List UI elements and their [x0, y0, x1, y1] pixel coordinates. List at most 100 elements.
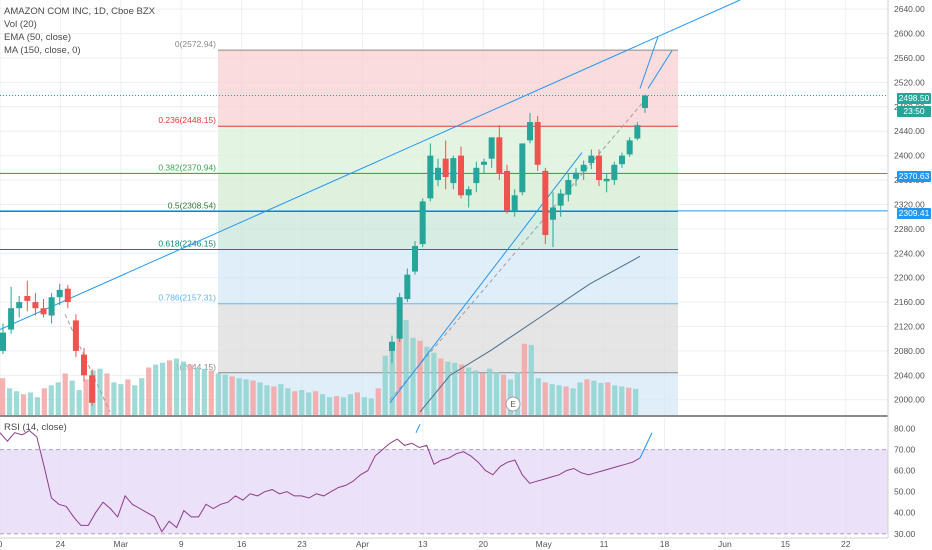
fib-zone: [218, 249, 678, 304]
candle-body: [550, 207, 556, 220]
candle-body: [488, 137, 495, 159]
candle-body: [427, 155, 434, 199]
candle-body: [542, 170, 549, 235]
price-axis-tick: 2160.00: [894, 297, 925, 307]
time-axis-tick: 0: [0, 539, 3, 549]
level-tag-a: 2370.63: [897, 171, 931, 182]
time-axis-tick: Mar: [113, 539, 128, 549]
time-axis-tick: 15: [781, 539, 791, 549]
price-axis-tick: 2320.00: [894, 199, 925, 209]
volume-bar: [83, 379, 89, 415]
earnings-marker: [505, 396, 521, 412]
volume-bar: [326, 397, 333, 415]
channel-trendline: [389, 152, 583, 404]
time-axis-tick: 9: [179, 539, 184, 549]
candle-body: [465, 189, 472, 196]
volume-bar: [375, 388, 381, 415]
countdown-tag: 23:50: [897, 106, 931, 117]
ema-line: [419, 255, 641, 413]
volume-bar: [187, 364, 194, 415]
rsi-axis-tick: 60.00: [894, 466, 916, 476]
volume-bar: [27, 392, 34, 415]
legend-ema[interactable]: EMA (50, close): [4, 32, 72, 43]
volume-bar: [577, 382, 583, 415]
time-axis-tick: 22: [841, 539, 851, 549]
legend-ma[interactable]: MA (150, close, 0): [4, 45, 81, 56]
volume-bar: [55, 382, 61, 415]
volume-bar: [173, 358, 180, 415]
time-axis-tick: 23: [297, 539, 307, 549]
price-axis-tick: 2240.00: [894, 248, 925, 258]
volume-bar: [619, 386, 625, 415]
volume-bar: [166, 360, 173, 415]
fib-label: 0.5(2308.54): [168, 200, 216, 210]
candle-body: [511, 195, 518, 211]
rsi-axis-tick: 50.00: [894, 487, 916, 497]
volume-bar: [160, 362, 166, 415]
volume-bar: [626, 387, 632, 415]
candle-body: [64, 288, 71, 303]
volume-bar: [243, 379, 249, 415]
candle-body: [442, 158, 449, 177]
volume-bar: [556, 385, 562, 415]
candle-body: [603, 178, 610, 182]
volume-bar: [452, 362, 458, 415]
volume-bar: [6, 388, 13, 415]
time-axis-tick: 11: [600, 539, 609, 549]
candle-body: [450, 158, 457, 184]
dashed-trendline: [389, 96, 649, 401]
candle-body: [48, 297, 55, 316]
volume-bar: [104, 373, 110, 415]
volume-bar: [62, 373, 68, 415]
candle-body: [32, 302, 39, 309]
candle-body: [588, 155, 595, 163]
volume-bar: [146, 367, 152, 415]
volume-bar: [333, 396, 340, 415]
volume-bar: [180, 361, 187, 415]
volume-bar: [320, 394, 326, 415]
fib-label: 0.236(2448.15): [158, 115, 216, 125]
volume-bar: [0, 378, 6, 415]
candle-body: [412, 245, 418, 272]
rsi-arrows: [415, 424, 653, 459]
time-axis-tick: Jun: [718, 539, 732, 549]
volume-bar: [76, 390, 82, 415]
volume-bar: [514, 372, 520, 415]
candle-body: [404, 274, 411, 300]
volume-bar: [396, 325, 402, 415]
earnings-marker-label: E: [510, 400, 515, 409]
volume-bar: [473, 370, 479, 415]
fib-label: 0.382(2370.94): [158, 162, 216, 172]
volume-bar: [13, 391, 20, 415]
legend-volume[interactable]: Vol (20): [4, 19, 37, 30]
rsi-axis-tick: 30.00: [894, 529, 916, 539]
candle-body: [527, 122, 533, 141]
volume-bar: [215, 373, 221, 415]
volume-bar: [535, 378, 541, 415]
rsi-axis-tick: 80.00: [894, 424, 916, 434]
candle-body: [557, 193, 564, 206]
volume-bar: [528, 344, 534, 415]
candle-body: [458, 155, 464, 196]
volume-bar: [486, 368, 493, 415]
time-axis-tick: Apr: [356, 539, 369, 549]
volume-bar: [347, 394, 354, 415]
legend-rsi[interactable]: RSI (14, close): [4, 422, 67, 433]
projection-arrows: [639, 36, 673, 89]
price-axis-tick: 2560.00: [894, 53, 925, 63]
volume-bar: [69, 380, 75, 415]
candle-body: [24, 295, 31, 301]
volume-bar: [445, 361, 451, 415]
time-axis-tick: 20: [479, 539, 489, 549]
price-axis-bg: [888, 0, 932, 550]
legend-symbol[interactable]: AMAZON COM INC, 1D, Cboe BZX: [4, 6, 155, 17]
volume-bar: [48, 385, 54, 415]
volume-bar: [403, 320, 409, 415]
fib-label: 0(2572.94): [175, 39, 216, 49]
volume-bar: [493, 372, 500, 415]
volume-bar: [229, 376, 235, 415]
volume-bar: [285, 388, 291, 415]
candle-body: [72, 320, 79, 351]
candle-body: [496, 137, 503, 174]
